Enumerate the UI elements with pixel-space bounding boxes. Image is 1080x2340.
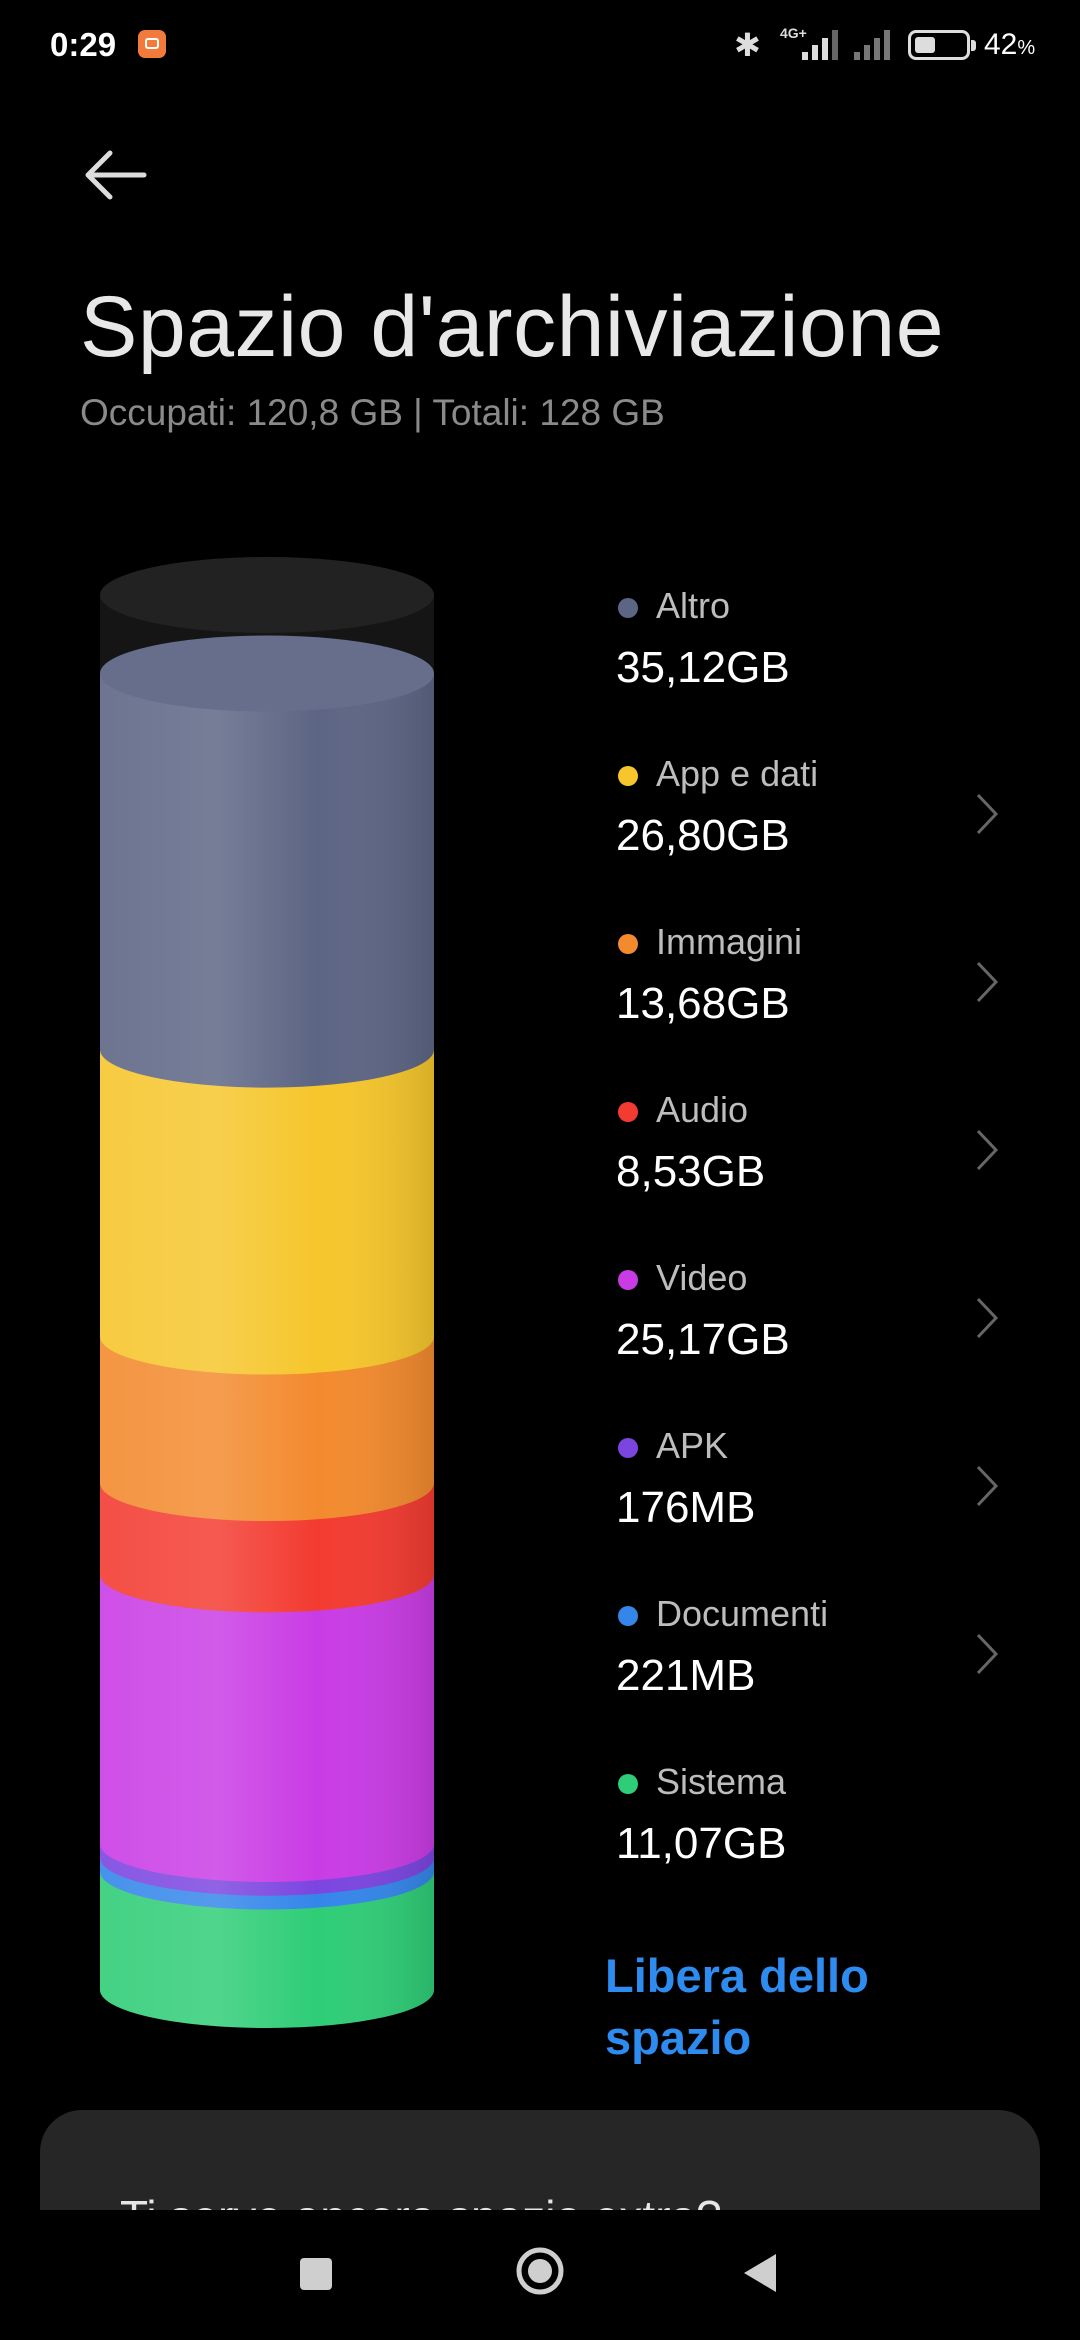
arrow-left-icon[interactable] xyxy=(80,145,150,205)
storage-category-item[interactable]: APK 176MB xyxy=(600,1405,1000,1555)
chevron-right-icon[interactable] xyxy=(974,959,1000,1005)
chevron-right-icon[interactable] xyxy=(974,791,1000,837)
chevron-right-icon[interactable] xyxy=(974,1295,1000,1341)
category-label: Audio xyxy=(656,1089,749,1130)
storage-cylinder-chart xyxy=(100,557,434,2028)
chevron-right-icon[interactable] xyxy=(974,1127,1000,1173)
category-label: App e dati xyxy=(656,753,819,794)
cylinder-segment-shade xyxy=(100,1574,434,1882)
category-size: 221MB xyxy=(616,1651,756,1700)
cylinder-top-cap xyxy=(100,635,434,712)
chevron-right-icon[interactable] xyxy=(974,1463,1000,1509)
back-triangle-icon[interactable] xyxy=(742,2252,778,2294)
category-color-dot xyxy=(618,598,638,618)
category-size: 13,68GB xyxy=(616,979,790,1028)
cylinder-segment-shade xyxy=(100,673,434,1088)
category-color-dot xyxy=(618,1774,638,1794)
notification-app-icon xyxy=(138,30,166,58)
category-color-dot xyxy=(618,1606,638,1626)
storage-category-item[interactable]: Documenti 221MB xyxy=(600,1573,1000,1723)
signal-icon xyxy=(802,30,838,60)
category-label: Video xyxy=(656,1257,748,1298)
storage-category-item[interactable]: Video 25,17GB xyxy=(600,1237,1000,1387)
recents-square-icon[interactable] xyxy=(300,2258,332,2290)
category-label: APK xyxy=(656,1425,729,1466)
category-color-dot xyxy=(618,1438,638,1458)
network-type-label: 4G+ xyxy=(780,25,807,41)
category-label: Altro xyxy=(656,585,731,626)
free-space-button[interactable]: Libera dello spazio xyxy=(605,1949,869,2064)
cylinder-top-highlight xyxy=(100,635,434,712)
cylinder-segment-shade xyxy=(100,1336,434,1522)
category-label: Sistema xyxy=(656,1761,787,1802)
home-circle-icon[interactable] xyxy=(515,2246,565,2296)
category-color-dot xyxy=(618,766,638,786)
chevron-right-icon[interactable] xyxy=(974,1631,1000,1677)
category-color-dot xyxy=(618,1102,638,1122)
bluetooth-icon: ✱ xyxy=(734,27,761,63)
storage-category-item: Altro 35,12GB xyxy=(600,565,1000,715)
category-label: Documenti xyxy=(656,1593,829,1634)
category-color-dot xyxy=(618,934,638,954)
storage-usage-summary: Occupati: 120,8 GB | Totali: 128 GB xyxy=(80,392,665,433)
battery-icon xyxy=(908,30,976,60)
cylinder-segment-shade xyxy=(100,1871,434,2028)
storage-category-item[interactable]: Audio 8,53GB xyxy=(600,1069,1000,1219)
storage-category-item: Sistema 11,07GB xyxy=(600,1741,1000,1891)
category-size: 8,53GB xyxy=(616,1147,766,1196)
cylinder-segment-shade xyxy=(100,1049,434,1375)
category-label: Immagini xyxy=(656,921,803,962)
signal-icon-sim2 xyxy=(854,30,890,60)
category-size: 35,12GB xyxy=(616,643,790,692)
category-color-dot xyxy=(618,1270,638,1290)
page-title: Spazio d'archiviazione xyxy=(80,279,945,375)
category-size: 176MB xyxy=(616,1483,756,1532)
storage-category-item[interactable]: Immagini 13,68GB xyxy=(600,901,1000,1051)
cylinder-rim xyxy=(100,557,434,633)
storage-category-item[interactable]: App e dati 26,80GB xyxy=(600,733,1000,883)
category-size: 26,80GB xyxy=(616,811,790,860)
category-size: 25,17GB xyxy=(616,1315,790,1364)
battery-percent: 42% xyxy=(984,28,1036,61)
category-size: 11,07GB xyxy=(616,1819,787,1868)
status-time: 0:29 xyxy=(50,26,117,63)
